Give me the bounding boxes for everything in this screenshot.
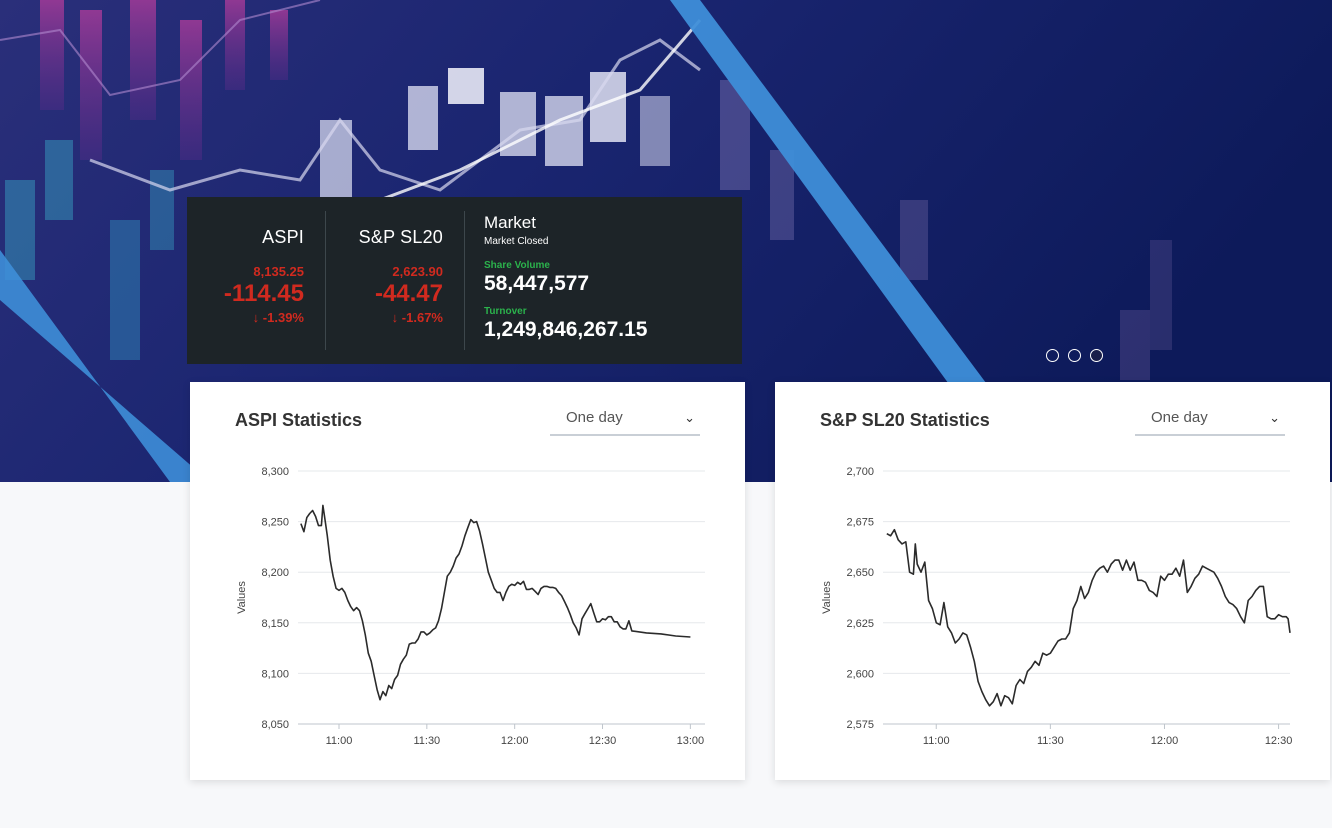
index-name: ASPI bbox=[262, 227, 304, 247]
index-name: S&P SL20 bbox=[358, 227, 443, 247]
share-volume-label: Share Volume bbox=[484, 260, 550, 271]
x-tick-label: 13:00 bbox=[677, 735, 705, 747]
arrow-down-icon: ↓ bbox=[252, 310, 260, 325]
y-tick-label: 8,100 bbox=[261, 668, 289, 680]
x-tick-label: 11:00 bbox=[923, 735, 950, 747]
x-tick-label: 11:30 bbox=[413, 735, 440, 747]
card-title: S&P SL20 Statistics bbox=[820, 410, 990, 430]
index-percent: ↓ -1.39% bbox=[252, 310, 304, 325]
market-status: Market Closed bbox=[484, 236, 549, 247]
index-change: -114.45 bbox=[223, 280, 304, 307]
period-select[interactable]: One day ⌄ bbox=[1135, 407, 1285, 436]
series-line[interactable] bbox=[300, 504, 691, 701]
y-tick-label: 2,575 bbox=[846, 719, 874, 731]
index-change: -44.47 bbox=[374, 280, 443, 307]
market-title: Market bbox=[484, 213, 536, 232]
carousel-dot-3[interactable] bbox=[1090, 349, 1103, 362]
period-select[interactable]: One day ⌄ bbox=[550, 407, 700, 436]
share-volume-value: 58,447,577 bbox=[484, 272, 590, 295]
y-tick-label: 2,675 bbox=[846, 517, 874, 529]
y-tick-label: 8,300 bbox=[261, 466, 289, 478]
x-tick-label: 12:30 bbox=[1265, 735, 1293, 747]
index-aspi[interactable]: ASPI 8,135.25 -114.45 ↓ -1.39% bbox=[187, 211, 326, 350]
aspi-statistics-card: 8,300 8,250 8,200 8,150 8,100 8,050 11:00 11:30… bbox=[190, 382, 745, 780]
y-tick-label: 8,250 bbox=[261, 517, 289, 529]
carousel-indicators bbox=[1046, 349, 1103, 362]
chevron-down-icon: ⌄ bbox=[684, 410, 695, 425]
market-summary: Market Market Closed Share Volume 58,447… bbox=[465, 197, 648, 364]
y-tick-label: 2,625 bbox=[846, 618, 874, 630]
y-tick-label: 2,600 bbox=[846, 668, 874, 680]
card-title: ASPI Statistics bbox=[235, 410, 363, 430]
y-tick-label: 8,200 bbox=[261, 567, 289, 579]
carousel-dot-2[interactable] bbox=[1068, 349, 1081, 362]
aspi-line-chart: 8,300 8,250 8,200 8,150 8,100 8,050 11:00 11:30… bbox=[236, 466, 705, 747]
turnover-label: Turnover bbox=[484, 306, 527, 317]
index-percent: ↓ -1.67% bbox=[391, 310, 443, 325]
y-tick-label: 2,650 bbox=[846, 567, 874, 579]
x-tick-label: 12:30 bbox=[589, 735, 617, 747]
y-tick-label: 8,050 bbox=[261, 719, 289, 731]
period-select-value: One day bbox=[1151, 409, 1208, 426]
index-value: 8,135.25 bbox=[253, 264, 304, 279]
y-axis-label: Values bbox=[236, 581, 248, 614]
carousel-dot-1[interactable] bbox=[1046, 349, 1059, 362]
sp-sl20-line-chart: 2,700 2,675 2,650 2,625 2,600 2,575 11:00 11:30… bbox=[821, 466, 1293, 747]
market-ticker-panel: ASPI 8,135.25 -114.45 ↓ -1.39% S&P SL20 … bbox=[187, 197, 742, 364]
y-tick-label: 8,150 bbox=[261, 618, 289, 630]
arrow-down-icon: ↓ bbox=[391, 310, 399, 325]
sp-sl20-statistics-card: 2,700 2,675 2,650 2,625 2,600 2,575 11:00 11:30… bbox=[775, 382, 1330, 780]
x-tick-label: 11:30 bbox=[1037, 735, 1064, 747]
chevron-down-icon: ⌄ bbox=[1269, 410, 1280, 425]
x-tick-label: 12:00 bbox=[1151, 735, 1179, 747]
index-value: 2,623.90 bbox=[392, 264, 443, 279]
period-select-value: One day bbox=[566, 409, 623, 426]
series-line[interactable] bbox=[886, 528, 1291, 707]
x-tick-label: 11:00 bbox=[326, 735, 353, 747]
index-sp-sl20[interactable]: S&P SL20 2,623.90 -44.47 ↓ -1.67% bbox=[326, 211, 465, 350]
x-tick-label: 12:00 bbox=[501, 735, 529, 747]
y-axis-label: Values bbox=[821, 581, 833, 614]
y-tick-label: 2,700 bbox=[846, 466, 874, 478]
turnover-value: 1,249,846,267.15 bbox=[484, 318, 648, 341]
